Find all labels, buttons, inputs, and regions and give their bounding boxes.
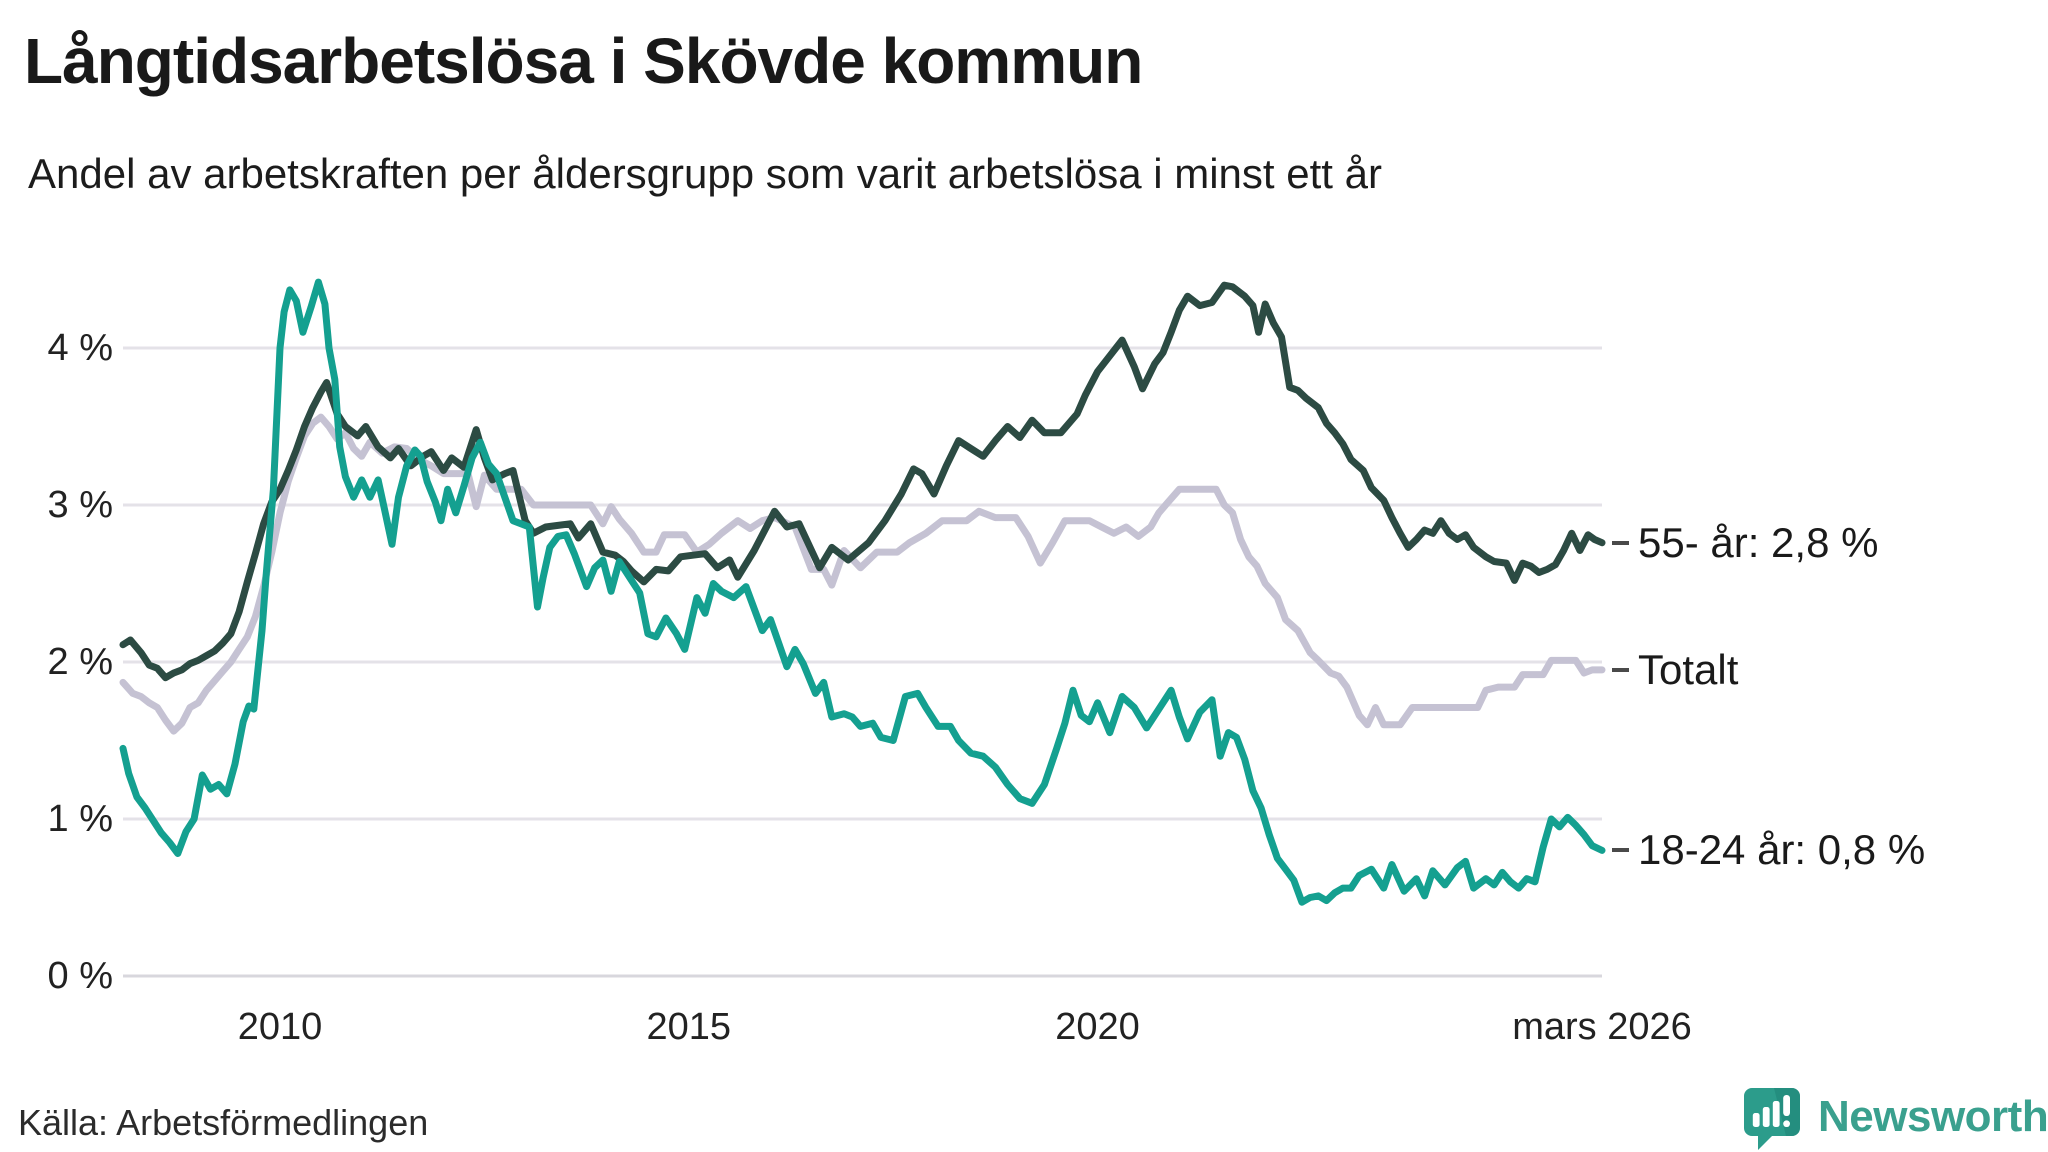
newsworthy-icon <box>1744 1088 1800 1150</box>
newsworthy-wordmark: Newsworthy <box>1818 1092 2048 1141</box>
series-label-55plus: 55- år: 2,8 % <box>1612 516 1878 570</box>
source-note: Källa: Arbetsförmedlingen <box>18 1102 429 1143</box>
series-label-text: 18-24 år: 0,8 % <box>1638 826 1926 874</box>
chart-title: Långtidsarbetslösa i Skövde kommun <box>24 25 1143 97</box>
x-tick-label-mars-2026: mars 2026 <box>1512 1006 1692 1048</box>
label-tick-dash <box>1612 667 1629 672</box>
series-line-18-24 <box>119 278 1606 906</box>
series-label-text: Totalt <box>1638 645 1739 693</box>
x-tick-label-2015: 2015 <box>646 1006 732 1048</box>
newsworthy-logo: Newsworthy <box>1740 1084 2048 1150</box>
y-tick-label-4: 4 % <box>47 327 113 369</box>
series-line-55plus <box>119 281 1606 682</box>
label-tick-dash <box>1612 848 1629 853</box>
y-tick-label-1: 1 % <box>47 798 113 840</box>
x-tick-label-2010: 2010 <box>237 1006 323 1048</box>
y-tick-label-3: 3 % <box>47 484 113 526</box>
chart-subtitle: Andel av arbetskraften per åldersgrupp s… <box>28 150 1382 197</box>
series-label-totalt: Totalt <box>1612 643 1738 697</box>
series-label-text: 55- år: 2,8 % <box>1638 518 1879 566</box>
series-label-18-24: 18-24 år: 0,8 % <box>1612 823 1925 877</box>
y-tick-label-0: 0 % <box>47 955 113 997</box>
y-tick-label-2: 2 % <box>47 641 113 683</box>
x-tick-label-2020: 2020 <box>1055 1006 1140 1048</box>
label-tick-dash <box>1612 540 1629 545</box>
